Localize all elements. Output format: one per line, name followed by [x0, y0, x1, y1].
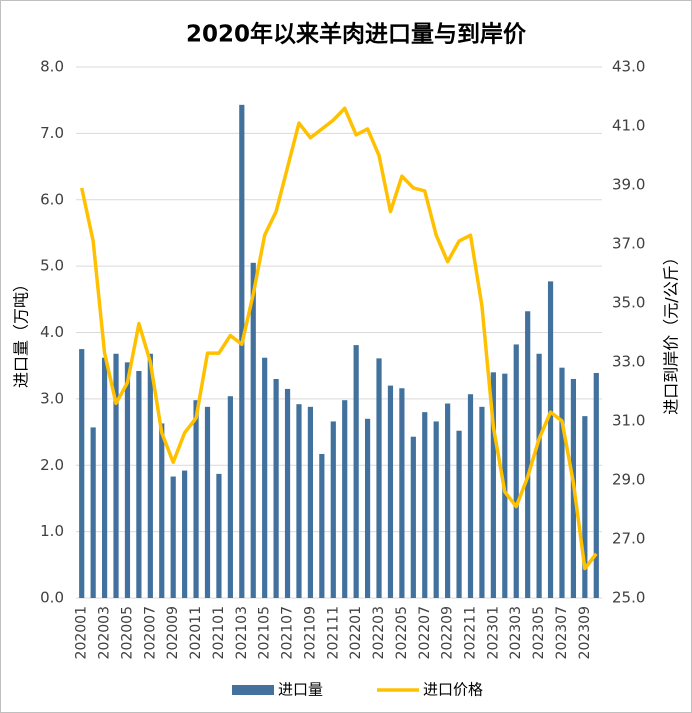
bar	[433, 421, 439, 598]
bar	[410, 436, 416, 598]
bar	[124, 362, 131, 598]
bar	[422, 412, 428, 598]
x-tick-label: 202105	[257, 606, 273, 659]
bar	[525, 311, 531, 598]
x-tick-label: 202007	[142, 606, 158, 659]
bar	[353, 345, 359, 598]
x-tick-label: 202209	[440, 606, 456, 659]
bar	[307, 406, 314, 598]
bar	[376, 358, 382, 598]
y-tick-label: 6.0	[40, 190, 64, 208]
bar	[90, 427, 96, 598]
y2-tick-label: 33.0	[612, 353, 645, 371]
bar	[547, 281, 554, 598]
bar	[136, 370, 142, 598]
bar	[216, 473, 222, 598]
x-tick-label: 202109	[302, 606, 318, 659]
bar	[479, 406, 485, 598]
x-tick-label: 202307	[554, 606, 570, 659]
x-tick-label: 202303	[508, 606, 524, 659]
x-tick-label: 202101	[211, 606, 227, 659]
y-tick-label: 0.0	[40, 589, 64, 607]
bar	[296, 404, 302, 598]
bar	[330, 421, 336, 598]
line	[80, 106, 598, 571]
x-tick-label: 202107	[280, 606, 296, 659]
bar	[456, 430, 462, 598]
bar	[559, 367, 565, 598]
legend-label: 进口价格	[423, 681, 483, 699]
y-tick-label: 4.0	[40, 323, 64, 341]
bar	[445, 403, 451, 598]
y2-tick-label: 25.0	[612, 589, 645, 607]
bar	[239, 104, 245, 599]
chart-title: 2020年以来羊肉进口量与到岸价	[186, 21, 527, 48]
bar	[582, 416, 588, 598]
x-tick-label: 202009	[165, 606, 181, 659]
x-tick-label: 202211	[463, 606, 479, 659]
y2-tick-label: 41.0	[612, 117, 645, 135]
x-tick-label: 202103	[234, 606, 250, 659]
x-tick-label: 202011	[188, 606, 204, 659]
bar	[147, 353, 153, 598]
bar	[490, 372, 496, 598]
legend-label: 进口量	[278, 681, 323, 699]
x-tick-label: 202201	[348, 606, 364, 659]
bar	[513, 344, 519, 598]
bar	[536, 353, 542, 598]
y-tick-label: 2.0	[40, 456, 64, 474]
x-tick-label: 202305	[531, 606, 547, 659]
y-tick-label: 8.0	[40, 58, 64, 76]
bar	[399, 388, 405, 598]
x-tick-label: 202111	[325, 606, 341, 659]
x-tick-label: 202309	[577, 606, 593, 659]
y2-tick-label: 37.0	[612, 235, 645, 253]
bar	[101, 357, 108, 598]
bar	[227, 396, 233, 598]
y-tick-label: 5.0	[40, 257, 64, 275]
x-tick-label: 202301	[485, 606, 501, 659]
bar	[182, 470, 188, 598]
bar	[467, 394, 474, 598]
bar	[79, 349, 85, 598]
x-tick-label: 202003	[97, 606, 113, 659]
legend-swatch	[232, 685, 274, 695]
y2-tick-label: 39.0	[612, 176, 645, 194]
y2-tick-label: 27.0	[612, 530, 645, 548]
bar	[342, 400, 348, 598]
y-tick-label: 1.0	[40, 522, 64, 540]
bar	[387, 385, 394, 598]
y2-tick-label: 31.0	[612, 412, 645, 430]
bar	[193, 400, 199, 598]
y2-tick-label: 43.0	[612, 58, 645, 76]
bar	[593, 372, 599, 598]
x-tick-label: 202005	[119, 606, 135, 659]
y-axis-title: 进口量（万吨）	[12, 276, 31, 388]
y2-axis-title: 进口到岸价（元/公斤）	[662, 249, 681, 414]
y-tick-label: 7.0	[40, 124, 64, 142]
y-tick-label: 3.0	[40, 389, 64, 407]
bar	[319, 453, 325, 598]
x-tick-label: 202203	[371, 606, 387, 659]
x-tick-label: 202207	[417, 606, 433, 659]
bar	[284, 388, 291, 598]
bar	[204, 406, 211, 598]
y2-tick-label: 29.0	[612, 471, 645, 489]
bar	[113, 353, 119, 598]
y2-tick-label: 35.0	[612, 294, 645, 312]
bar	[262, 357, 268, 598]
x-tick-label: 202001	[74, 606, 90, 659]
bar	[273, 378, 279, 598]
x-tick-label: 202205	[394, 606, 410, 659]
bar	[364, 418, 371, 598]
bar	[170, 476, 176, 598]
bar	[159, 423, 165, 598]
bar	[250, 262, 256, 598]
